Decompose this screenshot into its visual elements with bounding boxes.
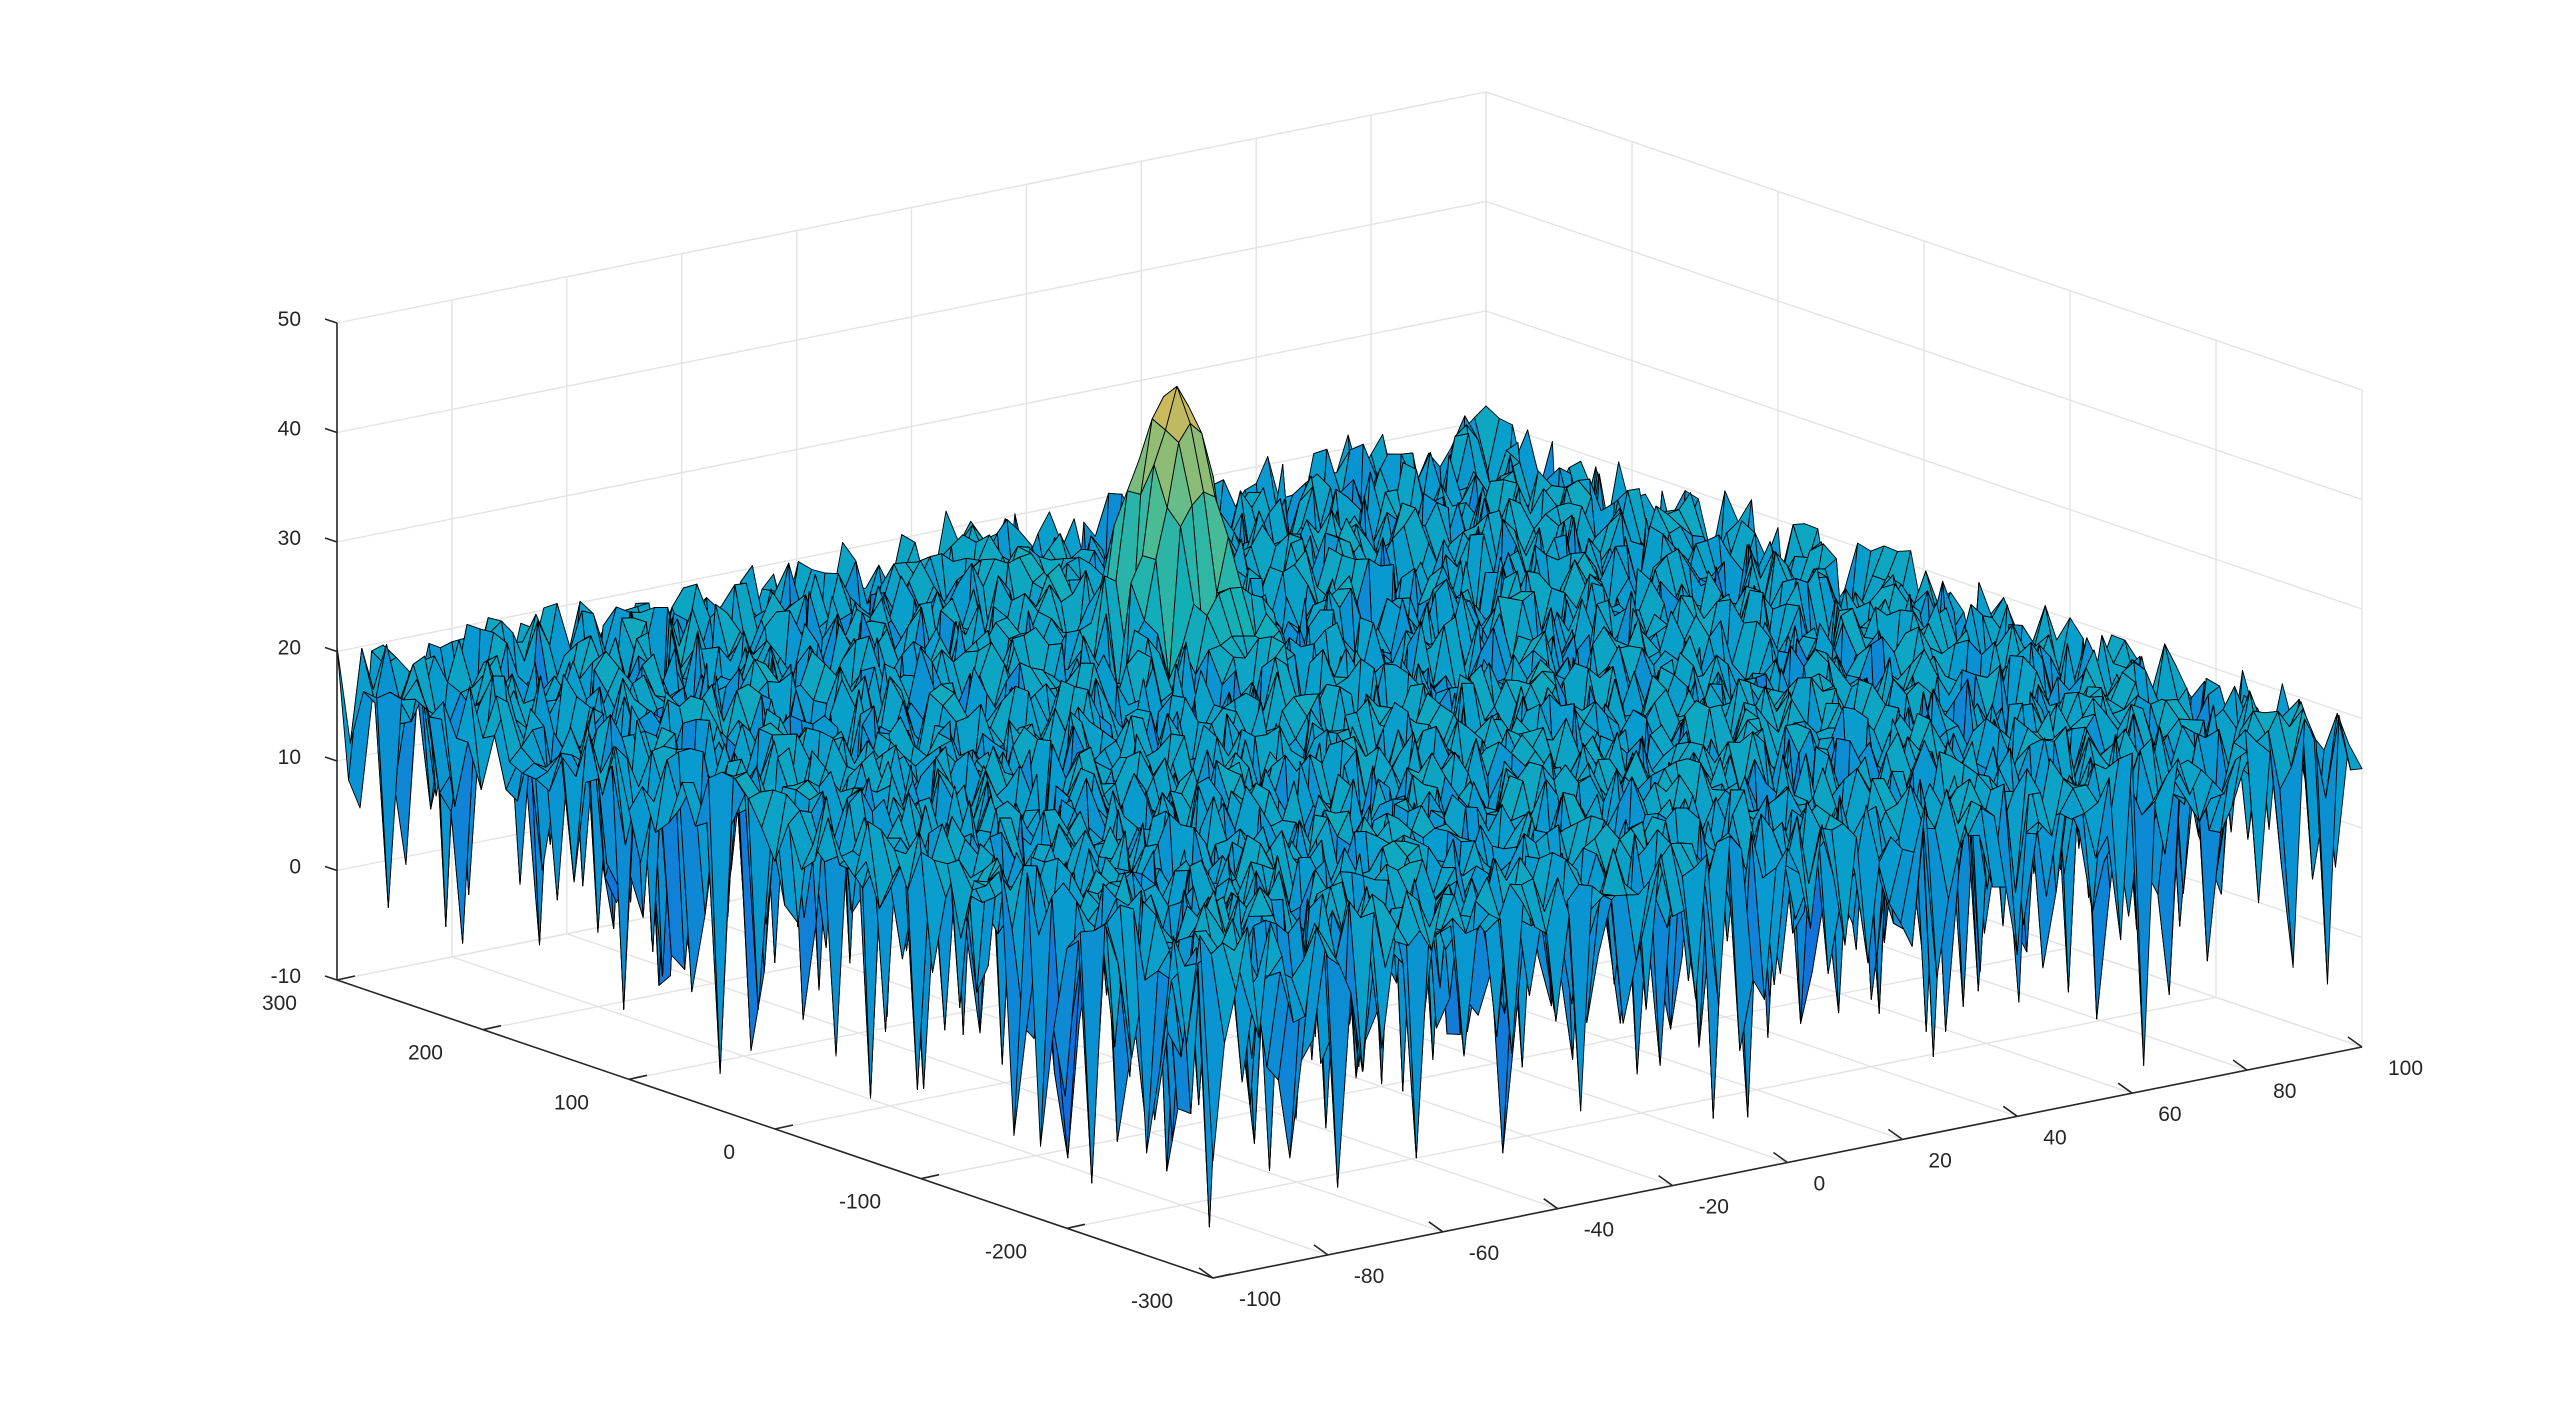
- surface-mesh: [336, 385, 2363, 1228]
- grid-line-z: [336, 91, 2363, 391]
- grid-line-z: [336, 200, 2363, 501]
- grid-line-z: [336, 310, 2363, 610]
